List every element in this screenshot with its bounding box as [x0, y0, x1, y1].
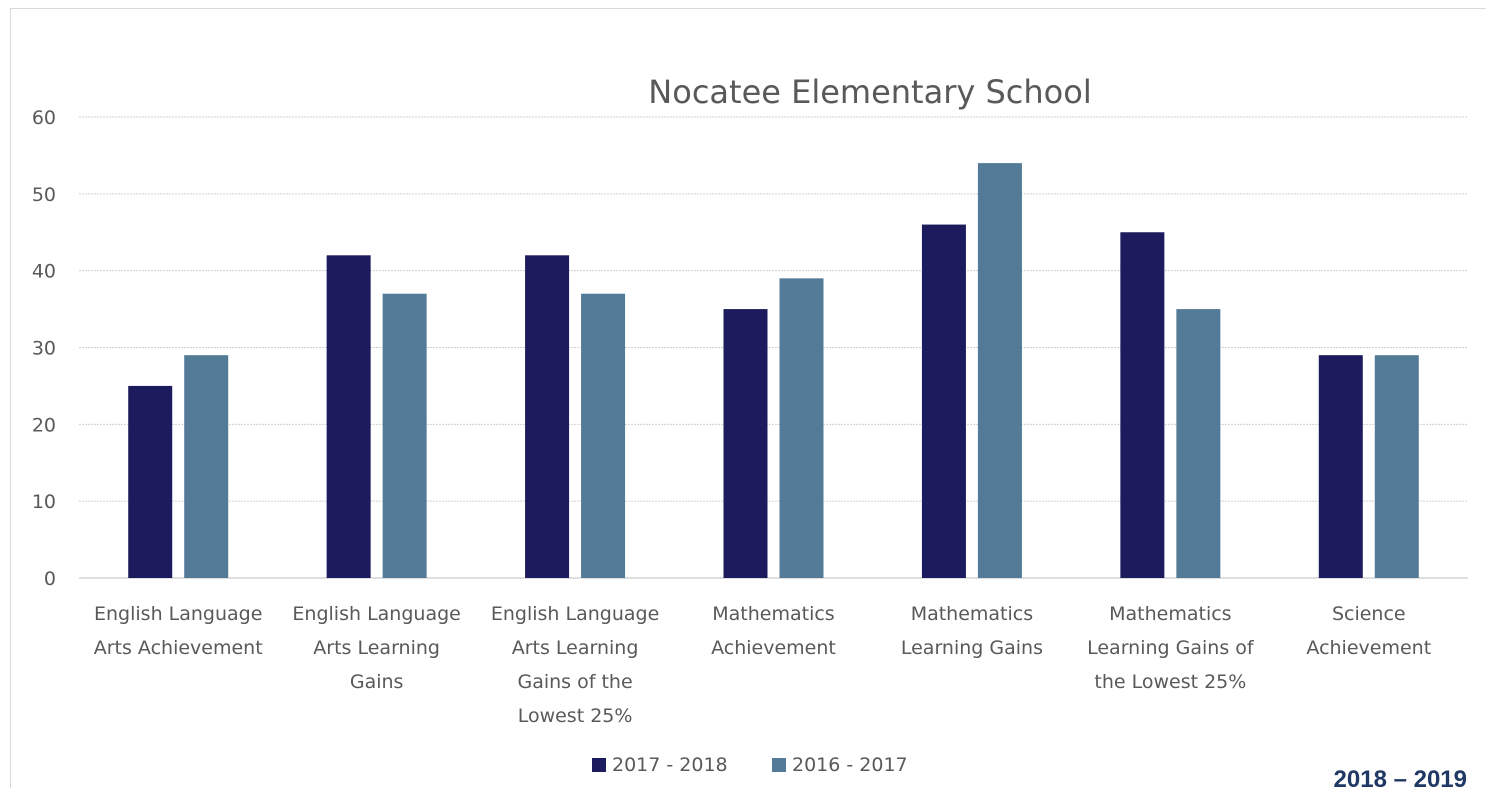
- x-category-label: English Language Arts Achievement: [94, 603, 263, 659]
- bar: [921, 224, 966, 579]
- x-category-label: Mathematics Learning Gains of the Lowest 2…: [1087, 603, 1255, 693]
- x-category-label: English Language Arts Learning Gains: [292, 603, 460, 693]
- x-category-label: Mathematics Learning Gains: [901, 603, 1043, 659]
- chart-frame: [10, 8, 1486, 788]
- y-tick-label: 20: [32, 414, 56, 436]
- y-tick-label: 0: [44, 568, 56, 590]
- bar: [326, 255, 371, 579]
- bar: [779, 278, 824, 578]
- legend: 2017 - 2018 2016 - 2017: [592, 754, 908, 776]
- y-tick-label: 50: [32, 184, 56, 206]
- bar: [525, 255, 570, 579]
- y-tick-label: 10: [32, 491, 56, 513]
- footer-year-label: 2018 – 2019: [1333, 766, 1467, 793]
- y-axis-ticks: 0 10 20 30 40 50 60: [32, 107, 56, 590]
- x-category-label: Science Achievement: [1306, 603, 1431, 659]
- bar: [977, 163, 1022, 578]
- bar: [581, 293, 626, 578]
- y-tick-label: 40: [32, 261, 56, 283]
- bar: [128, 385, 173, 578]
- legend-swatch: [772, 758, 786, 772]
- x-category-label: Mathematics Achievement: [711, 603, 836, 659]
- y-tick-label: 30: [32, 338, 56, 360]
- legend-label: 2016 - 2017: [792, 754, 908, 776]
- bar: [1120, 232, 1165, 578]
- x-axis-categories: English Language Arts Achievement English …: [94, 603, 1431, 727]
- legend-swatch: [592, 758, 606, 772]
- bar: [723, 309, 768, 578]
- bar: [1176, 309, 1221, 578]
- bar: [1374, 355, 1419, 578]
- bar: [382, 293, 427, 578]
- bars: [128, 163, 1419, 579]
- bar: [1318, 355, 1363, 578]
- x-category-label: English Language Arts Learning Gains of th…: [491, 603, 659, 727]
- legend-label: 2017 - 2018: [612, 754, 728, 776]
- chart-title: Nocatee Elementary School: [648, 73, 1091, 111]
- y-tick-label: 60: [32, 107, 56, 129]
- bar: [184, 355, 229, 578]
- gridlines: [79, 116, 1468, 579]
